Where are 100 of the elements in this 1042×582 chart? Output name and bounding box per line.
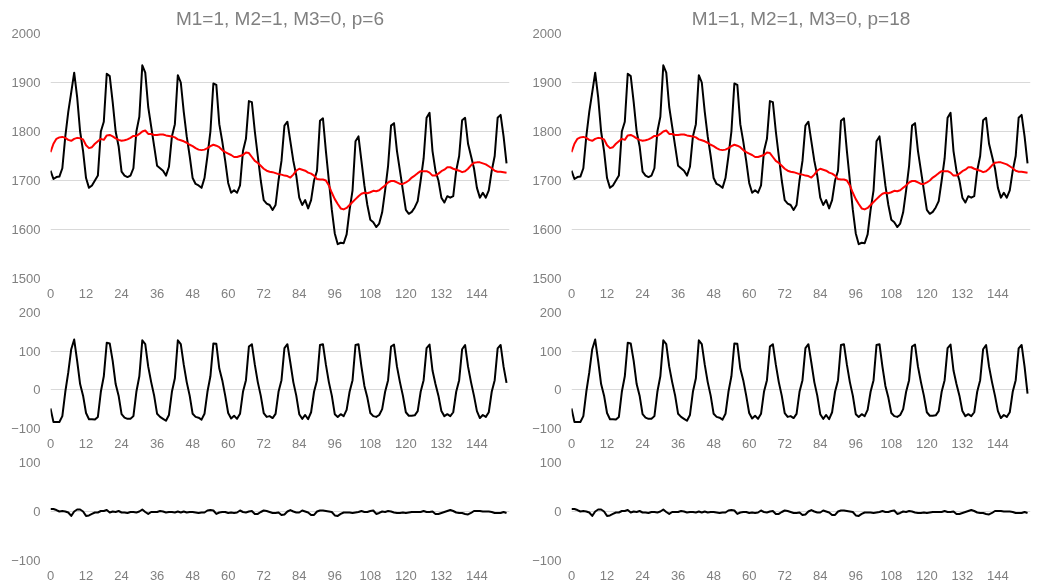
y-tick-label: 1600 — [11, 222, 41, 237]
y-tick-label: 0 — [33, 504, 41, 519]
y-tick-label: 200 — [539, 305, 562, 320]
x-tick-label: 48 — [185, 435, 200, 451]
x-tick-label: 12 — [599, 435, 615, 451]
x-tick-label: 132 — [430, 435, 453, 451]
x-tick-label: 120 — [916, 285, 938, 301]
x-tick-label: 96 — [327, 285, 343, 301]
x-tick-label: 12 — [78, 285, 94, 301]
x-tick-label: 84 — [813, 285, 828, 301]
x-tick-label: 36 — [149, 285, 165, 301]
x-tick-label: 0 — [46, 285, 55, 301]
y-tick-label: 1700 — [532, 173, 562, 188]
x-tick-label: 120 — [395, 567, 417, 582]
x-tick-label: 108 — [880, 435, 903, 451]
y-tick-label: 1900 — [532, 75, 562, 90]
y-tick-label: 1700 — [11, 173, 41, 188]
x-tick-label: 132 — [951, 285, 974, 301]
x-tick-label: 96 — [327, 567, 343, 582]
x-tick-label: 96 — [848, 567, 864, 582]
x-tick-label: 108 — [359, 285, 382, 301]
y-tick-label: 0 — [33, 382, 41, 398]
x-tick-label: 120 — [395, 285, 417, 301]
y-tick-label: −100 — [532, 421, 562, 436]
x-tick-label: 60 — [220, 435, 236, 451]
x-tick-label: 12 — [78, 567, 94, 582]
x-tick-label: 84 — [292, 285, 307, 301]
x-tick-label: 84 — [813, 567, 828, 582]
x-tick-label: 96 — [848, 435, 864, 451]
y-tick-label: −100 — [11, 553, 41, 568]
x-tick-label: 48 — [706, 567, 721, 582]
x-tick-label: 24 — [635, 435, 650, 451]
x-tick-label: 72 — [256, 567, 271, 582]
x-tick-label: 132 — [951, 435, 974, 451]
x-tick-label: 108 — [880, 285, 903, 301]
x-tick-label: 132 — [430, 567, 453, 582]
x-tick-label: 60 — [220, 567, 236, 582]
x-tick-label: 48 — [706, 285, 721, 301]
x-tick-label: 60 — [741, 435, 757, 451]
x-tick-label: 48 — [185, 285, 200, 301]
x-tick-label: 96 — [327, 435, 343, 451]
x-tick-label: 24 — [114, 567, 129, 582]
x-tick-label: 12 — [78, 435, 94, 451]
y-tick-label: −100 — [11, 421, 41, 436]
x-tick-label: 12 — [599, 285, 615, 301]
x-tick-label: 84 — [292, 567, 307, 582]
x-tick-label: 0 — [567, 285, 576, 301]
x-tick-label: 120 — [916, 435, 938, 451]
x-tick-label: 0 — [46, 435, 55, 451]
x-tick-label: 24 — [114, 435, 129, 451]
x-tick-label: 144 — [466, 567, 488, 582]
x-tick-label: 84 — [292, 435, 307, 451]
y-tick-label: 1500 — [11, 271, 41, 286]
x-tick-label: 108 — [359, 435, 382, 451]
x-tick-label: 72 — [777, 285, 792, 301]
y-tick-label: 2000 — [532, 26, 562, 41]
y-tick-label: 0 — [554, 504, 562, 519]
x-tick-label: 72 — [256, 285, 271, 301]
x-tick-label: 60 — [220, 285, 236, 301]
y-tick-label: 100 — [539, 455, 562, 470]
y-tick-label: 100 — [18, 455, 41, 470]
x-tick-label: 48 — [706, 435, 721, 451]
x-tick-label: 84 — [813, 435, 828, 451]
y-tick-label: 0 — [554, 382, 562, 398]
x-tick-label: 36 — [670, 285, 686, 301]
x-tick-label: 132 — [430, 285, 453, 301]
y-tick-label: 100 — [18, 343, 41, 359]
x-tick-label: 24 — [635, 285, 650, 301]
y-tick-label: 1600 — [532, 222, 562, 237]
chart-title: M1=1, M2=1, M3=0, p=18 — [691, 7, 911, 29]
x-tick-label: 48 — [185, 567, 200, 582]
x-tick-label: 0 — [46, 567, 55, 582]
x-tick-label: 132 — [951, 567, 974, 582]
x-tick-label: 60 — [741, 285, 757, 301]
y-tick-label: 1800 — [532, 124, 562, 139]
x-tick-label: 24 — [114, 285, 129, 301]
x-tick-label: 108 — [359, 567, 382, 582]
x-tick-label: 72 — [777, 435, 792, 451]
x-tick-label: 60 — [741, 567, 757, 582]
x-tick-label: 36 — [670, 435, 686, 451]
x-tick-label: 24 — [635, 567, 650, 582]
y-tick-label: −100 — [532, 553, 562, 568]
x-tick-label: 0 — [567, 567, 576, 582]
chart-title: M1=1, M2=1, M3=0, p=6 — [175, 7, 385, 29]
y-tick-label: 200 — [18, 305, 41, 320]
y-tick-label: 1800 — [11, 124, 41, 139]
x-tick-label: 72 — [777, 567, 792, 582]
y-tick-label: 1900 — [11, 75, 41, 90]
y-tick-label: 2000 — [11, 26, 41, 41]
x-tick-label: 144 — [987, 567, 1009, 582]
x-tick-label: 0 — [567, 435, 576, 451]
x-tick-label: 12 — [599, 567, 615, 582]
x-tick-label: 72 — [256, 435, 271, 451]
x-tick-label: 144 — [987, 285, 1009, 301]
y-tick-label: 1500 — [532, 271, 562, 286]
y-tick-label: 100 — [539, 343, 562, 359]
x-tick-label: 144 — [987, 435, 1009, 451]
x-tick-label: 108 — [880, 567, 903, 582]
x-tick-label: 36 — [149, 567, 165, 582]
x-tick-label: 144 — [466, 285, 488, 301]
